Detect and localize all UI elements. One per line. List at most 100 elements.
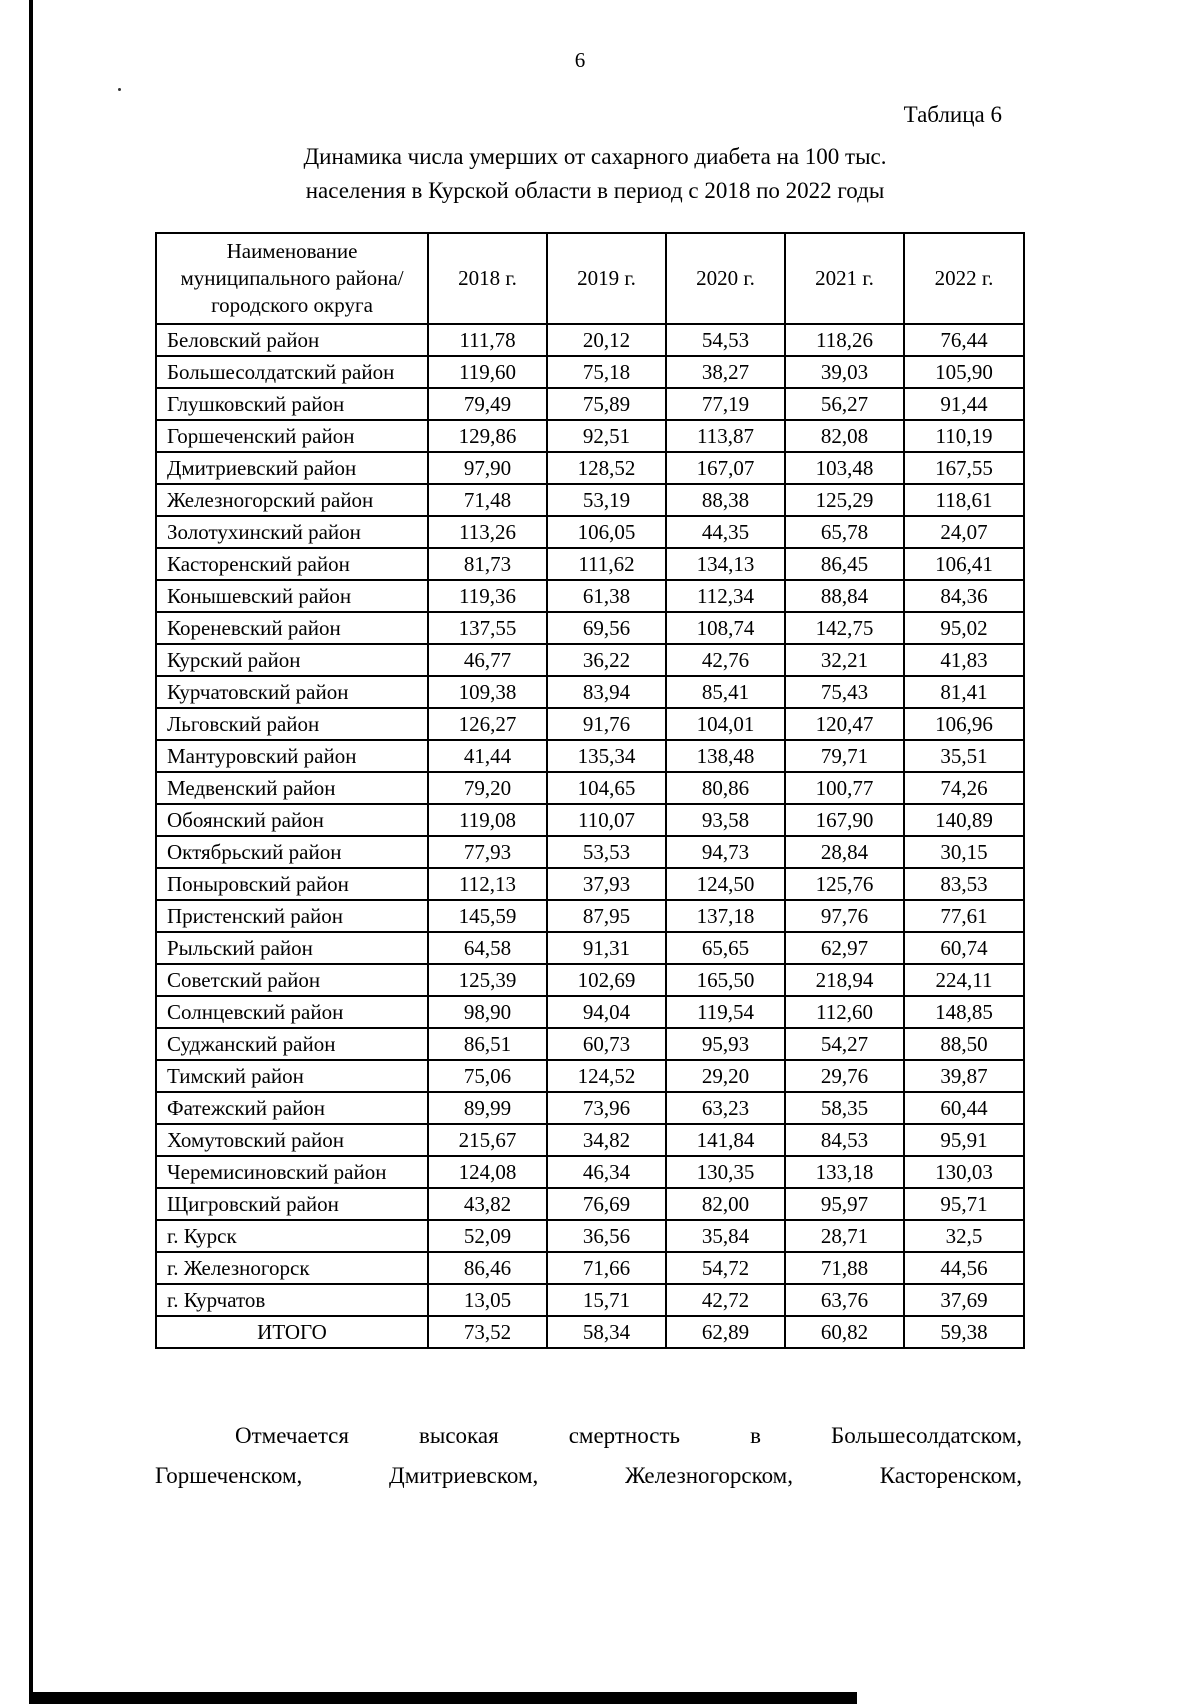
value-cell: 53,19	[546, 483, 667, 517]
district-name: Рыльский район	[155, 931, 429, 965]
value-cell: 120,47	[784, 707, 905, 741]
value-cell: 95,71	[903, 1187, 1025, 1221]
value-cell: 28,84	[784, 835, 905, 869]
table-row: Пристенский район 145,59 87,95 137,18 97,76 7…	[155, 899, 1025, 933]
value-cell: 15,71	[546, 1283, 667, 1317]
district-name: Дмитриевский район	[155, 451, 429, 485]
value-cell: 133,18	[784, 1155, 905, 1189]
total-value-2022: 59,38	[903, 1315, 1025, 1349]
value-cell: 77,61	[903, 899, 1025, 933]
value-cell: 103,48	[784, 451, 905, 485]
document-title: Динамика числа умерших от сахарного диаб…	[90, 140, 1100, 208]
value-cell: 86,45	[784, 547, 905, 581]
value-cell: 92,51	[546, 419, 667, 453]
value-cell: 42,72	[665, 1283, 786, 1317]
value-cell: 63,76	[784, 1283, 905, 1317]
table-row: Конышевский район 119,36 61,38 112,34 88,84 8…	[155, 579, 1025, 613]
value-cell: 84,36	[903, 579, 1025, 613]
value-cell: 138,48	[665, 739, 786, 773]
district-name: Щигровский район	[155, 1187, 429, 1221]
value-cell: 224,11	[903, 963, 1025, 997]
value-cell: 20,12	[546, 323, 667, 357]
header-row: Наименование муниципального района/ горо…	[155, 232, 1025, 325]
paragraph-line-2: Горшеченском, Дмитриевском, Железногорск…	[155, 1463, 1022, 1488]
value-cell: 125,76	[784, 867, 905, 901]
value-cell: 119,36	[427, 579, 548, 613]
value-cell: 113,87	[665, 419, 786, 453]
total-value-2018: 73,52	[427, 1315, 548, 1349]
district-name: Солнцевский район	[155, 995, 429, 1029]
district-name: г. Курск	[155, 1219, 429, 1253]
value-cell: 34,82	[546, 1123, 667, 1157]
scan-artifact-bottom-bar	[29, 1692, 857, 1704]
value-cell: 100,77	[784, 771, 905, 805]
value-cell: 44,56	[903, 1251, 1025, 1285]
value-cell: 86,46	[427, 1251, 548, 1285]
district-name: Большесолдатский район	[155, 355, 429, 389]
district-name: Мантуровский район	[155, 739, 429, 773]
table-row: Щигровский район 43,82 76,69 82,00 95,97 95,7…	[155, 1187, 1025, 1221]
district-name: Беловский район	[155, 323, 429, 357]
table-row: Советский район 125,39 102,69 165,50 218,94 2…	[155, 963, 1025, 997]
value-cell: 65,78	[784, 515, 905, 549]
value-cell: 82,08	[784, 419, 905, 453]
value-cell: 64,58	[427, 931, 548, 965]
table-row: Обоянский район 119,08 110,07 93,58 167,90 14…	[155, 803, 1025, 837]
value-cell: 46,34	[546, 1155, 667, 1189]
column-header-district: Наименование муниципального района/ горо…	[155, 232, 429, 325]
title-line-2: населения в Курской области в период с 2…	[305, 178, 885, 203]
value-cell: 41,44	[427, 739, 548, 773]
value-cell: 125,39	[427, 963, 548, 997]
table-row: Октябрьский район 77,93 53,53 94,73 28,84 30,…	[155, 835, 1025, 869]
value-cell: 215,67	[427, 1123, 548, 1157]
value-cell: 75,43	[784, 675, 905, 709]
district-name: Суджанский район	[155, 1027, 429, 1061]
value-cell: 54,72	[665, 1251, 786, 1285]
value-cell: 88,50	[903, 1027, 1025, 1061]
value-cell: 95,91	[903, 1123, 1025, 1157]
table-row: Солнцевский район 98,90 94,04 119,54 112,60 1…	[155, 995, 1025, 1029]
table-row: Медвенский район 79,20 104,65 80,86 100,77 74…	[155, 771, 1025, 805]
district-name: Золотухинский район	[155, 515, 429, 549]
value-cell: 29,76	[784, 1059, 905, 1093]
value-cell: 119,08	[427, 803, 548, 837]
value-cell: 110,19	[903, 419, 1025, 453]
value-cell: 76,44	[903, 323, 1025, 357]
value-cell: 39,87	[903, 1059, 1025, 1093]
value-cell: 32,21	[784, 643, 905, 677]
value-cell: 106,96	[903, 707, 1025, 741]
value-cell: 60,44	[903, 1091, 1025, 1125]
value-cell: 104,65	[546, 771, 667, 805]
value-cell: 111,78	[427, 323, 548, 357]
value-cell: 61,38	[546, 579, 667, 613]
total-value-2020: 62,89	[665, 1315, 786, 1349]
value-cell: 130,03	[903, 1155, 1025, 1189]
value-cell: 167,55	[903, 451, 1025, 485]
value-cell: 95,97	[784, 1187, 905, 1221]
value-cell: 119,54	[665, 995, 786, 1029]
value-cell: 60,73	[546, 1027, 667, 1061]
value-cell: 124,52	[546, 1059, 667, 1093]
value-cell: 128,52	[546, 451, 667, 485]
column-header-2021: 2021 г.	[784, 232, 905, 325]
table-row: Дмитриевский район 97,90 128,52 167,07 103,4…	[155, 451, 1025, 485]
value-cell: 84,53	[784, 1123, 905, 1157]
district-name: Конышевский район	[155, 579, 429, 613]
district-name: Пристенский район	[155, 899, 429, 933]
value-cell: 113,26	[427, 515, 548, 549]
value-cell: 71,88	[784, 1251, 905, 1285]
district-name: г. Железногорск	[155, 1251, 429, 1285]
table-row: Кореневский район 137,55 69,56 108,74 142,75…	[155, 611, 1025, 645]
value-cell: 141,84	[665, 1123, 786, 1157]
value-cell: 29,20	[665, 1059, 786, 1093]
scan-artifact-left-line	[29, 0, 33, 1704]
district-name: Поныровский район	[155, 867, 429, 901]
scan-speck	[118, 88, 121, 91]
table-row: Золотухинский район 113,26 106,05 44,35 65,7…	[155, 515, 1025, 549]
total-value-2021: 60,82	[784, 1315, 905, 1349]
value-cell: 77,19	[665, 387, 786, 421]
table-row: Тимский район 75,06 124,52 29,20 29,76 39,87	[155, 1059, 1025, 1093]
value-cell: 60,74	[903, 931, 1025, 965]
table-row: Фатежский район 89,99 73,96 63,23 58,35 60,44	[155, 1091, 1025, 1125]
column-header-2020: 2020 г.	[665, 232, 786, 325]
